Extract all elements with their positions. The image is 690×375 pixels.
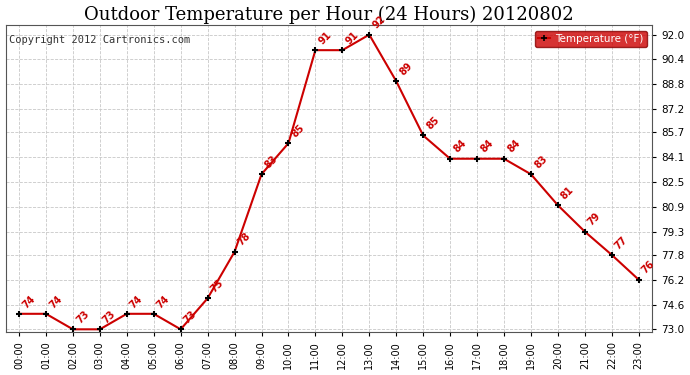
- Text: 78: 78: [236, 231, 253, 248]
- Text: 74: 74: [128, 293, 145, 310]
- Text: 84: 84: [505, 138, 522, 155]
- Text: 84: 84: [451, 138, 468, 155]
- Text: 91: 91: [344, 30, 360, 46]
- Text: 92: 92: [371, 14, 387, 31]
- Text: 73: 73: [182, 309, 199, 326]
- Text: 83: 83: [263, 154, 279, 170]
- Text: 79: 79: [586, 211, 603, 228]
- Text: 77: 77: [613, 234, 630, 251]
- Text: 83: 83: [532, 154, 549, 170]
- Text: 91: 91: [317, 30, 333, 46]
- Text: 81: 81: [559, 184, 576, 201]
- Text: 85: 85: [290, 123, 306, 140]
- Text: 74: 74: [21, 293, 37, 310]
- Text: 84: 84: [478, 138, 495, 155]
- Text: 74: 74: [48, 293, 64, 310]
- Text: 74: 74: [155, 293, 172, 310]
- Text: 73: 73: [75, 309, 91, 326]
- Text: 76: 76: [640, 259, 657, 276]
- Legend: Temperature (°F): Temperature (°F): [535, 31, 647, 47]
- Text: 85: 85: [424, 115, 441, 132]
- Text: Copyright 2012 Cartronics.com: Copyright 2012 Cartronics.com: [9, 34, 190, 45]
- Title: Outdoor Temperature per Hour (24 Hours) 20120802: Outdoor Temperature per Hour (24 Hours) …: [84, 6, 573, 24]
- Text: 89: 89: [397, 61, 414, 77]
- Text: 75: 75: [209, 278, 226, 294]
- Text: 73: 73: [101, 309, 118, 326]
